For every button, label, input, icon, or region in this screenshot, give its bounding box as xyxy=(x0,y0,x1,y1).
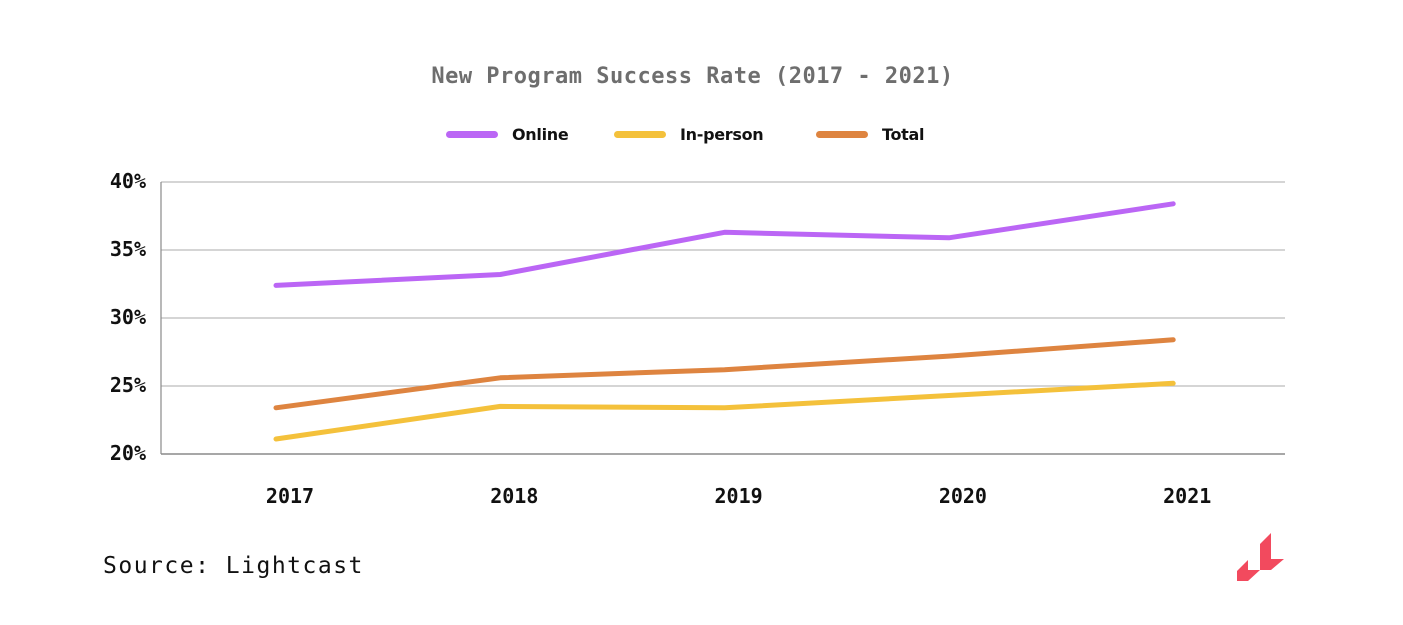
chart-title: New Program Success Rate (2017 - 2021) xyxy=(431,64,954,89)
y-tick-label: 25% xyxy=(110,373,146,397)
y-tick-label: 30% xyxy=(110,305,146,329)
legend-label-in-person: In-person xyxy=(680,124,764,144)
chart-legend: Online In-person Total xyxy=(0,122,1403,146)
x-tick-label: 2017 xyxy=(266,484,314,508)
legend-item-in-person: In-person xyxy=(614,122,764,146)
legend-item-online: Online xyxy=(446,122,569,146)
x-tick-label: 2018 xyxy=(490,484,538,508)
y-tick-label: 35% xyxy=(110,237,146,261)
legend-item-total: Total xyxy=(816,122,925,146)
source-note: Source: Lightcast xyxy=(103,553,364,579)
legend-label-online: Online xyxy=(512,124,569,144)
series-line-total xyxy=(273,337,1176,411)
logo-left-shape xyxy=(1237,560,1260,581)
series-line-online xyxy=(273,201,1176,288)
legend-swatch-online xyxy=(446,130,498,138)
x-tick-label: 2019 xyxy=(715,484,763,508)
legend-label-total: Total xyxy=(882,124,925,144)
legend-swatch-in-person xyxy=(614,130,666,138)
logo-right-shape xyxy=(1260,533,1284,570)
legend-swatch-total xyxy=(816,130,868,138)
x-tick-label: 2021 xyxy=(1163,484,1211,508)
lightcast-logo-icon xyxy=(1237,533,1284,581)
y-tick-label: 20% xyxy=(110,441,146,465)
y-tick-label: 40% xyxy=(110,169,146,193)
x-tick-label: 2020 xyxy=(939,484,987,508)
